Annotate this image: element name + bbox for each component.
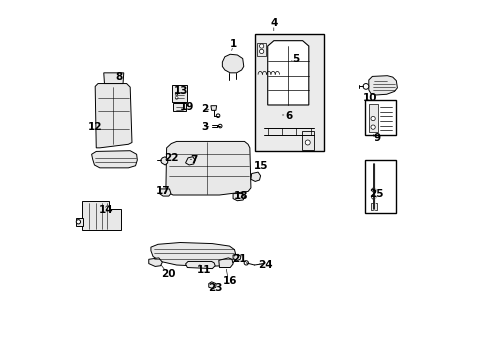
- Circle shape: [218, 124, 222, 128]
- Polygon shape: [165, 141, 250, 195]
- Circle shape: [216, 114, 220, 117]
- Circle shape: [175, 92, 178, 95]
- Text: 7: 7: [190, 156, 197, 165]
- Text: 6: 6: [285, 111, 292, 121]
- Text: 14: 14: [99, 205, 113, 215]
- Polygon shape: [148, 258, 162, 266]
- Polygon shape: [103, 73, 123, 84]
- Text: 5: 5: [292, 54, 299, 64]
- Text: 2: 2: [201, 104, 208, 114]
- Bar: [172, 85, 186, 102]
- Text: 25: 25: [368, 189, 383, 199]
- Bar: [173, 103, 185, 111]
- Text: 23: 23: [207, 283, 222, 293]
- Text: 12: 12: [88, 122, 102, 132]
- Text: 13: 13: [173, 86, 188, 96]
- Text: 24: 24: [257, 260, 272, 270]
- Circle shape: [76, 220, 81, 224]
- Polygon shape: [91, 151, 137, 168]
- Text: 15: 15: [253, 161, 267, 171]
- Polygon shape: [222, 54, 244, 73]
- Polygon shape: [250, 172, 260, 181]
- Polygon shape: [185, 261, 215, 269]
- Text: 4: 4: [269, 18, 277, 28]
- Text: 16: 16: [223, 276, 237, 286]
- Text: 19: 19: [180, 102, 194, 112]
- Circle shape: [244, 261, 248, 265]
- Polygon shape: [233, 254, 241, 260]
- Bar: [365, 100, 395, 135]
- Polygon shape: [218, 258, 233, 267]
- Circle shape: [371, 188, 375, 192]
- Polygon shape: [82, 202, 121, 230]
- Circle shape: [259, 44, 263, 48]
- Bar: [257, 43, 265, 56]
- Text: 11: 11: [197, 265, 211, 275]
- Circle shape: [363, 84, 368, 89]
- Polygon shape: [368, 76, 397, 95]
- Text: 22: 22: [163, 153, 178, 163]
- Polygon shape: [151, 243, 236, 266]
- Circle shape: [175, 96, 178, 99]
- Text: 1: 1: [229, 39, 236, 49]
- Circle shape: [371, 195, 375, 199]
- Text: 8: 8: [115, 72, 122, 82]
- Circle shape: [370, 116, 374, 121]
- Bar: [301, 131, 313, 150]
- Polygon shape: [233, 194, 244, 201]
- Polygon shape: [76, 217, 83, 226]
- Text: 21: 21: [232, 254, 246, 264]
- Circle shape: [259, 49, 263, 54]
- Circle shape: [305, 140, 309, 145]
- Text: 20: 20: [161, 269, 176, 279]
- Text: 18: 18: [233, 191, 248, 201]
- Polygon shape: [159, 189, 171, 196]
- Circle shape: [370, 125, 374, 129]
- Bar: [370, 203, 376, 210]
- Polygon shape: [267, 41, 308, 105]
- Text: 10: 10: [362, 93, 377, 103]
- Text: 3: 3: [201, 122, 208, 132]
- Polygon shape: [185, 157, 195, 165]
- Polygon shape: [208, 282, 216, 289]
- Bar: [255, 33, 323, 152]
- Text: 9: 9: [372, 133, 380, 143]
- Bar: [365, 160, 395, 213]
- Polygon shape: [210, 106, 216, 111]
- Polygon shape: [160, 157, 167, 165]
- Bar: [368, 104, 377, 132]
- Polygon shape: [95, 84, 132, 148]
- Text: 17: 17: [155, 186, 170, 197]
